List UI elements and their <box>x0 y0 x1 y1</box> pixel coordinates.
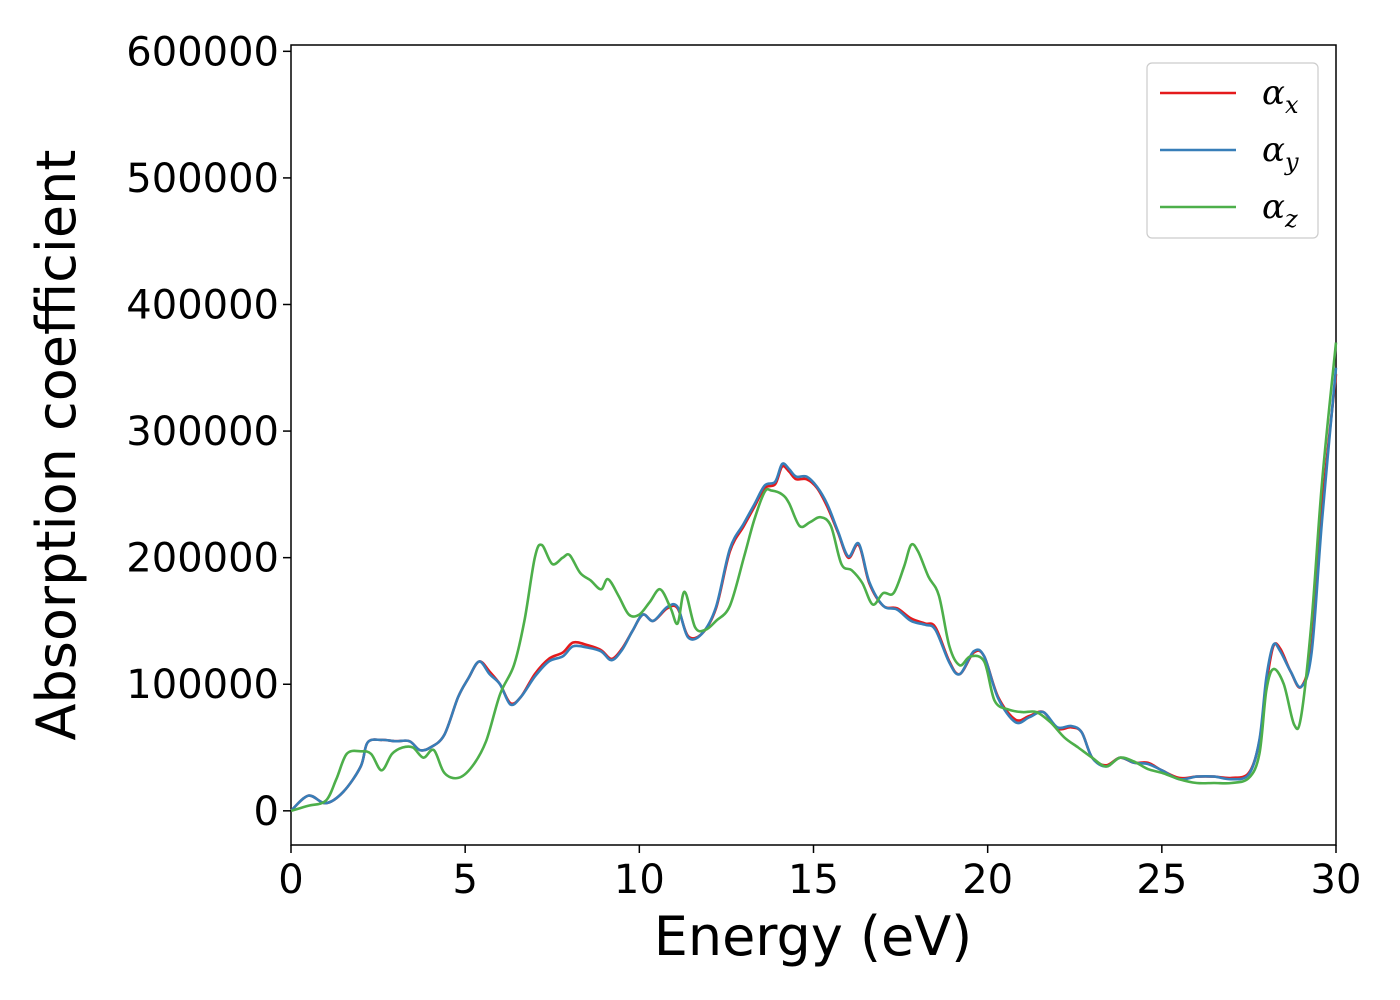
y-tick-label: 100000 <box>126 662 279 708</box>
x-tick-label: 5 <box>452 857 477 903</box>
x-tick-label: 0 <box>278 857 303 903</box>
legend-subscript: z <box>1284 205 1298 233</box>
y-tick-label: 0 <box>254 789 279 835</box>
x-tick-label: 25 <box>1136 857 1187 903</box>
legend-symbol: α <box>1262 73 1285 113</box>
y-tick-label: 600000 <box>126 29 279 75</box>
y-tick-label: 500000 <box>126 156 279 202</box>
legend-label-y: αy <box>1262 130 1299 176</box>
y-tick-label: 400000 <box>126 282 279 328</box>
x-tick-label: 20 <box>962 857 1013 903</box>
x-tick-label: 10 <box>614 857 665 903</box>
y-axis-ticks: 0 100000 200000 300000 400000 500000 600000 <box>126 29 291 835</box>
legend-symbol: α <box>1262 187 1285 227</box>
legend-label-z: αz <box>1262 187 1298 233</box>
series-layer <box>290 342 1338 813</box>
series-line-z <box>290 342 1338 813</box>
x-tick-label: 30 <box>1311 857 1362 903</box>
legend-subscript: y <box>1284 148 1299 176</box>
y-axis-label: Absorption coefficient <box>25 150 88 741</box>
x-axis-label: Energy (eV) <box>654 905 973 968</box>
legend-label-x: αx <box>1262 73 1299 119</box>
legend-symbol: α <box>1262 130 1285 170</box>
legend-subscript: x <box>1285 91 1299 119</box>
x-axis-ticks: 0 5 10 15 20 25 30 <box>278 845 1361 903</box>
x-tick-label: 15 <box>788 857 839 903</box>
y-tick-label: 200000 <box>126 536 279 582</box>
y-tick-label: 300000 <box>126 409 279 455</box>
